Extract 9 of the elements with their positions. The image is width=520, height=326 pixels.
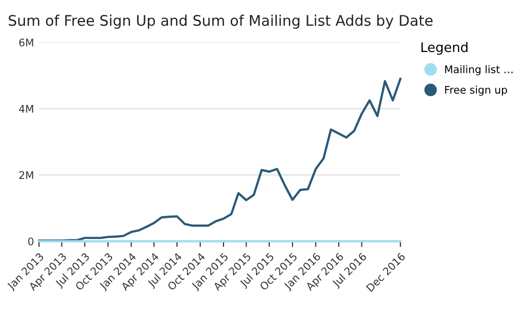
legend-title: Legend (421, 42, 468, 55)
y-tick-label: 0 (28, 237, 34, 246)
legend-label: Mailing list … (445, 65, 513, 76)
y-tick-label: 4M (19, 105, 34, 113)
chart-title: Sum of Free Sign Up and Sum of Mailing List Adds by Date (8, 14, 433, 29)
legend-label: Free sign up (445, 86, 508, 96)
y-tick-label: 6M (19, 38, 34, 46)
y-tick-label: 2M (19, 171, 34, 179)
line-series (38, 78, 402, 242)
